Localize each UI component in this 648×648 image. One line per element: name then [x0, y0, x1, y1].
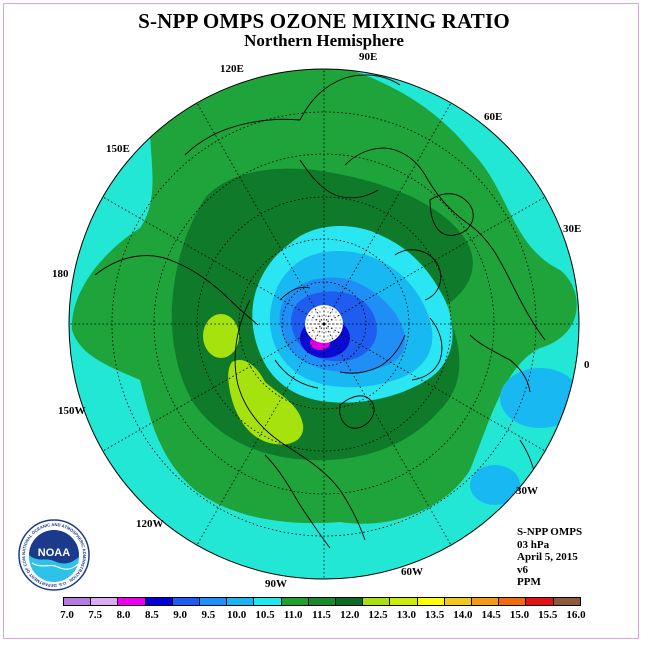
colorbar-segment: [254, 598, 282, 605]
lon-label-30e: 30E: [563, 223, 582, 235]
lon-label-150e: 150E: [106, 143, 130, 155]
colorbar-tick-label: 13.5: [424, 609, 445, 621]
field-yellow-green-patch-america: [228, 360, 304, 445]
page-frame: [3, 3, 639, 639]
colorbar-segment: [172, 598, 201, 605]
colorbar-tick-label: 14.5: [481, 609, 501, 621]
ozone-field: [69, 69, 579, 579]
colorbar-segment: [390, 598, 418, 605]
colorbar-tick-label: 9.0: [173, 609, 187, 621]
colorbar-tick-label: 9.5: [201, 609, 216, 621]
colorbar-segment: [363, 598, 391, 605]
colorbar-tick-label: 7.5: [88, 609, 103, 621]
colorbar-tick-label: 7.0: [60, 609, 74, 621]
colorbar: [63, 597, 581, 606]
info-units: PPM: [517, 576, 541, 588]
field-yellow-green-patch-pacific: [203, 314, 239, 358]
colorbar-tick-label: 10.5: [255, 609, 275, 621]
colorbar-tick-label: 12.0: [340, 609, 360, 621]
colorbar-segment: [553, 598, 580, 605]
colorbar-tick-label: 8.0: [116, 609, 131, 621]
map-title: S-NPP OMPS OZONE MIXING RATIO: [138, 9, 510, 33]
info-pressure-level: 03 hPa: [517, 538, 550, 551]
colorbar-tick-label: 11.0: [283, 609, 303, 621]
colorbar-segment: [417, 598, 445, 605]
graticule: [69, 69, 579, 579]
colorbar-tick-label: 15.5: [538, 609, 558, 621]
lon-label-120w: 120W: [136, 518, 164, 530]
colorbar-segment: [444, 598, 473, 605]
colorbar-tick-label: 14.0: [453, 609, 473, 621]
colorbar-segment: [281, 598, 309, 605]
colorbar-tick-label: 10.0: [227, 609, 247, 621]
lon-label-30w: 30W: [516, 485, 538, 497]
colorbar-segment: [336, 598, 364, 605]
colorbar-segment: [472, 598, 500, 605]
map-subtitle: Northern Hemisphere: [244, 31, 404, 50]
lon-label-60e: 60E: [484, 111, 503, 123]
pole-stipple: [307, 307, 343, 341]
colorbar-tick-label: 15.0: [509, 609, 530, 621]
noaa-logo-text: NOAA: [38, 547, 70, 559]
map-info-block: S-NPP OMPS 03 hPa April 5, 2015 v6 PPM: [517, 526, 582, 589]
field-light-blue-patch-atlantic: [500, 368, 579, 428]
colorbar-tick-label: 12.5: [368, 609, 388, 621]
colorbar-segment: [200, 598, 228, 605]
colorbar-labels: 7.0 7.5 8.0 8.5 9.0 9.5 10.0 10.5 11.0 11.5 12.0 12…: [0, 609, 648, 623]
info-date: April 5, 2015: [517, 551, 578, 563]
colorbar-segment: [91, 598, 119, 605]
colorbar-segment: [526, 598, 554, 605]
colorbar-tick-label: 16.0: [566, 609, 586, 621]
lon-label-120e: 120E: [220, 63, 244, 75]
lon-label-150w: 150W: [58, 405, 86, 417]
colorbar-tick-label: 11.5: [312, 609, 331, 621]
info-instrument: S-NPP OMPS: [517, 526, 583, 538]
lon-label-0: 0: [584, 359, 590, 371]
colorbar-segment: [118, 598, 146, 605]
colorbar-segment: [145, 598, 173, 605]
field-light-blue-patch-south: [470, 465, 520, 505]
colorbar-tick-label: 8.5: [144, 609, 159, 621]
colorbar-segment: [64, 598, 92, 605]
map-boundary: [68, 68, 580, 580]
colorbar-segment: [227, 598, 255, 605]
lon-label-90w: 90W: [265, 578, 287, 590]
colorbar-tick-label: 13.0: [396, 609, 416, 621]
lon-label-180: 180: [52, 268, 69, 280]
colorbar-segment: [499, 598, 527, 605]
colorbar-segment: [308, 598, 337, 605]
noaa-logo: NOAA NATIONAL OCEANIC AND ATMOSPHERIC AD…: [18, 519, 90, 591]
coastlines: [94, 74, 546, 549]
lon-label-60w: 60W: [401, 566, 423, 578]
lon-label-90e: 90E: [359, 51, 378, 63]
info-version: v6: [517, 563, 528, 576]
